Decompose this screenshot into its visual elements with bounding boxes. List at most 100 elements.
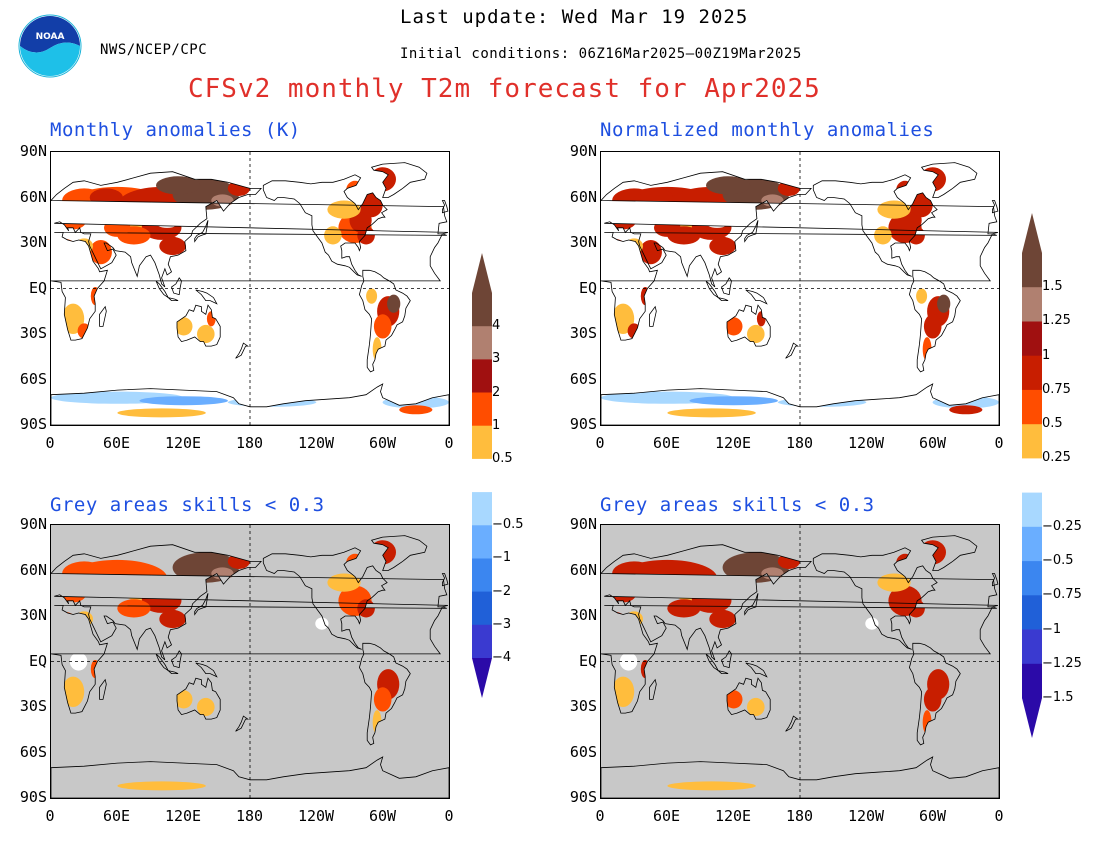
colorbar-cap-top xyxy=(1022,213,1042,253)
coastline-java xyxy=(716,669,729,675)
x-tick-label: 0 xyxy=(45,434,55,452)
y-tick-label: 30N xyxy=(19,233,47,251)
coastline-samerica xyxy=(358,269,411,373)
y-tick-label: 90N xyxy=(19,142,47,160)
coastline-australia xyxy=(726,677,771,720)
x-tick-label: 180 xyxy=(785,807,814,825)
anomaly-region xyxy=(907,599,925,618)
colorbar-label: −3 xyxy=(492,617,512,632)
coastline-samerica xyxy=(358,642,411,746)
anomaly-region xyxy=(747,697,765,717)
coastline-greenland xyxy=(920,535,978,571)
colorbar-segment xyxy=(472,326,492,360)
anomaly-region xyxy=(865,244,879,257)
colorbar-label: −2 xyxy=(492,584,512,599)
anomaly-region xyxy=(709,609,736,629)
x-tick-label: 120E xyxy=(714,434,752,452)
coastline-uk xyxy=(991,573,999,587)
anomaly-region xyxy=(315,244,329,257)
anomaly-region xyxy=(373,314,392,339)
y-tick-label: 90N xyxy=(569,142,597,160)
x-tick-label: 180 xyxy=(235,807,264,825)
colorbar-label: 0.75 xyxy=(1042,382,1071,397)
colorbar-label: −0.5 xyxy=(492,517,524,532)
anomaly-region xyxy=(197,324,215,344)
anomaly-region xyxy=(159,609,186,629)
y-tick-label: 30S xyxy=(19,324,47,342)
colorbar-segment xyxy=(1022,663,1042,699)
colorbar-label: 1 xyxy=(1042,348,1051,363)
y-tick-label: EQ xyxy=(578,651,597,670)
x-tick-label: 120W xyxy=(297,434,335,452)
x-tick-label: 180 xyxy=(785,434,814,452)
anomaly-region xyxy=(117,781,206,791)
coastline-greenland xyxy=(370,535,428,571)
anomaly-region xyxy=(366,288,378,304)
panel-title-4: Grey areas skills < 0.3 xyxy=(600,494,875,516)
coastline-madagascar xyxy=(99,678,107,700)
coastline-uk xyxy=(991,200,999,214)
colorbar-anomalies xyxy=(470,253,530,698)
x-tick-label: 120E xyxy=(164,434,202,452)
y-tick-label: 30S xyxy=(569,697,597,715)
x-tick-label: 60W xyxy=(918,807,947,825)
colorbar-segment xyxy=(1022,424,1042,459)
y-tick-label: 60S xyxy=(569,742,597,761)
colorbar-label: −4 xyxy=(492,650,512,665)
colorbar-segment xyxy=(472,425,492,460)
colorbar-segment xyxy=(1022,561,1042,596)
anomaly-region xyxy=(865,617,879,630)
coastline-eurasia xyxy=(51,544,449,661)
anomaly-region xyxy=(923,314,942,339)
initial-conditions: Initial conditions: 06Z16Mar2025–00Z19Ma… xyxy=(400,46,802,62)
x-tick-label: 60E xyxy=(102,434,131,452)
anomaly-region xyxy=(916,288,928,304)
panel-title-1: Monthly anomalies (K) xyxy=(50,119,301,141)
anomaly-region xyxy=(159,236,186,256)
coastline-madagascar xyxy=(649,678,657,700)
coastline-newguinea xyxy=(745,662,768,678)
coastline-antarctica xyxy=(51,383,449,425)
colorbar-label: 1.5 xyxy=(1042,279,1063,294)
coastline-borneo xyxy=(721,277,732,296)
y-tick-label: 90S xyxy=(19,788,47,806)
anomaly-region xyxy=(324,226,342,245)
anomaly-region xyxy=(667,599,701,618)
coastline-japan xyxy=(744,220,759,243)
y-tick-label: EQ xyxy=(28,651,47,670)
colorbar-label: 1.25 xyxy=(1042,313,1071,328)
anomaly-region xyxy=(907,226,925,245)
anomaly-region xyxy=(724,317,743,336)
colorbar-anomalies-scale xyxy=(472,253,492,698)
x-tick-label: 0 xyxy=(444,807,454,825)
y-tick-label: 90N xyxy=(569,515,597,533)
anomaly-region xyxy=(69,279,88,298)
y-tick-label: 90S xyxy=(569,415,597,433)
coastline-borneo xyxy=(171,277,182,296)
y-tick-label: 90S xyxy=(19,415,47,433)
colorbar-label: 3 xyxy=(492,351,501,366)
coastline-java xyxy=(716,296,729,302)
colorbar-cap-bottom xyxy=(472,658,492,698)
x-tick-label: 120W xyxy=(847,434,885,452)
colorbar-segment xyxy=(1022,253,1042,288)
x-tick-label: 60W xyxy=(368,807,397,825)
coastline-namerica xyxy=(262,547,388,650)
anomaly-region xyxy=(667,408,756,418)
anomaly-region xyxy=(174,317,193,336)
y-tick-label: EQ xyxy=(578,278,597,297)
coastline-madagascar xyxy=(99,305,107,327)
anomaly-region xyxy=(357,599,375,618)
colorbar-segment xyxy=(1022,629,1042,665)
y-tick-label: 30S xyxy=(19,697,47,715)
map-panel-4 xyxy=(600,524,1000,799)
x-tick-label: 0 xyxy=(595,807,605,825)
colorbar-segment xyxy=(1022,389,1042,425)
colorbar-label: −0.75 xyxy=(1042,587,1082,602)
anomaly-region xyxy=(874,226,892,245)
y-tick-label: 60S xyxy=(569,369,597,388)
colorbar-segment xyxy=(472,525,492,559)
coastline-newzealand xyxy=(235,342,250,359)
coastline-madagascar xyxy=(649,305,657,327)
x-tick-label: 120W xyxy=(297,807,335,825)
